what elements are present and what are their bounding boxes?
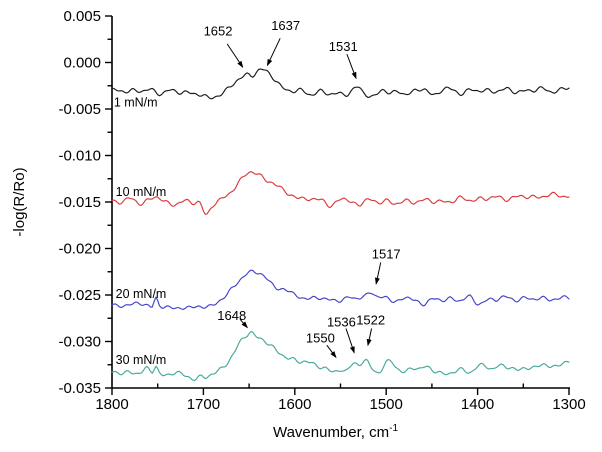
annotation-1637: 1637 bbox=[266, 18, 300, 67]
y-tick-label: -0.020 bbox=[58, 241, 101, 258]
series-curve-1-mN-m bbox=[111, 68, 570, 100]
series-label: 30 mN/m bbox=[116, 353, 167, 367]
series-curve-20-mN-m bbox=[111, 269, 570, 310]
series-label: 20 mN/m bbox=[116, 287, 167, 301]
y-tick-label: 0.005 bbox=[63, 8, 101, 25]
y-tick-label: -0.035 bbox=[58, 380, 101, 397]
y-tick-label: -0.030 bbox=[58, 334, 101, 351]
annotation-1536: 1536 bbox=[327, 314, 356, 354]
series-curve-10-mN-m bbox=[111, 171, 570, 215]
series-label: 1 mN/m bbox=[114, 95, 158, 109]
annotation-1517: 1517 bbox=[372, 247, 401, 285]
annotation-label: 1536 bbox=[327, 314, 356, 329]
series-label: 10 mN/m bbox=[116, 185, 167, 199]
annotation-1522: 1522 bbox=[356, 313, 385, 347]
y-tick-label: -0.010 bbox=[58, 148, 101, 165]
annotation-label: 1522 bbox=[356, 313, 385, 328]
annotation-label: 1531 bbox=[329, 39, 358, 54]
series-curve-30-mN-m bbox=[111, 331, 570, 382]
annotation-1531: 1531 bbox=[329, 39, 358, 80]
annotation-1550: 1550 bbox=[306, 330, 337, 359]
tick-labels: 0.005 0.000 -0.005 -0.010 -0.015 -0.020 -0.025… bbox=[58, 8, 585, 413]
x-tick-label: 1800 bbox=[95, 396, 128, 413]
x-tick-label: 1700 bbox=[187, 396, 220, 413]
y-tick-label: -0.015 bbox=[58, 194, 101, 211]
x-tick-label: 1400 bbox=[461, 396, 494, 413]
y-tick-label: -0.005 bbox=[58, 101, 101, 118]
x-axis-title: Wavenumber, cm-1 bbox=[273, 423, 398, 441]
annotation-label: 1648 bbox=[217, 308, 246, 323]
x-tick-label: 1600 bbox=[278, 396, 311, 413]
annotation-1652: 1652 bbox=[204, 23, 244, 68]
y-tick-label: 0.000 bbox=[63, 55, 101, 72]
y-axis-title: -log(R/Ro) bbox=[11, 167, 28, 236]
annotation-label: 1652 bbox=[204, 23, 233, 38]
x-tick-label: 1300 bbox=[552, 396, 585, 413]
x-tick-label: 1500 bbox=[370, 396, 403, 413]
annotation-1648: 1648 bbox=[217, 308, 248, 329]
annotation-label: 1517 bbox=[372, 247, 401, 262]
y-tick-label: -0.025 bbox=[58, 287, 101, 304]
annotation-label: 1637 bbox=[271, 18, 300, 33]
annotation-label: 1550 bbox=[306, 330, 335, 345]
ticks bbox=[105, 15, 570, 395]
